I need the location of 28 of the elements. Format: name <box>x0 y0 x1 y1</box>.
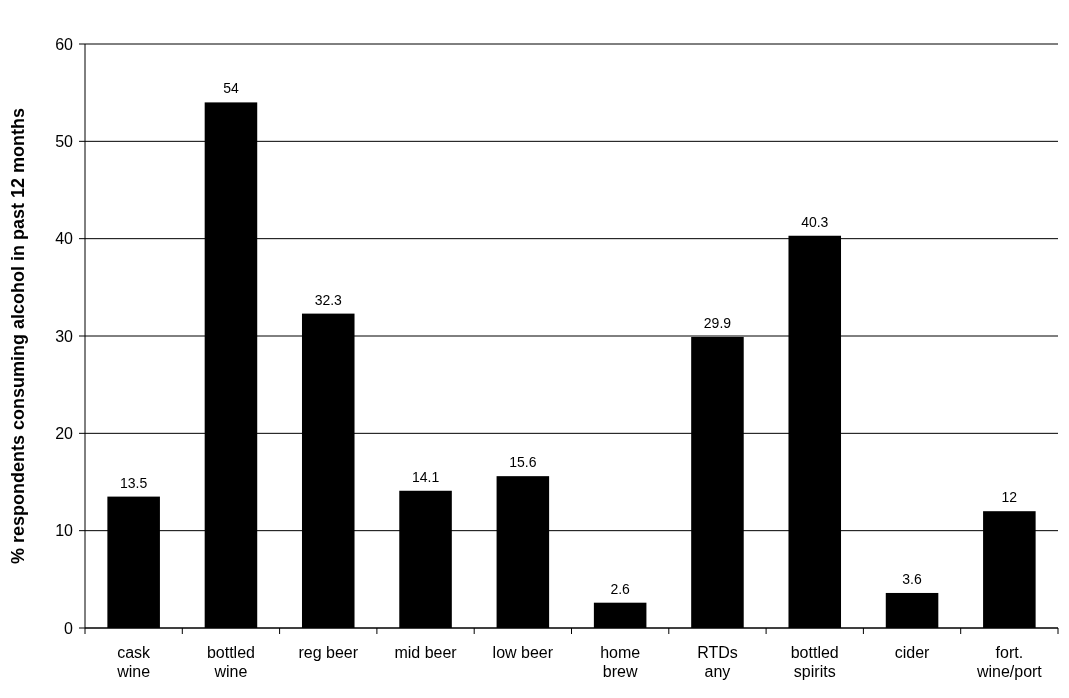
y-tick-label: 10 <box>55 522 74 540</box>
data-label: 29.9 <box>703 314 732 331</box>
x-tick-label: fort. wine/port <box>975 644 1043 680</box>
data-label: 13.5 <box>120 474 148 491</box>
data-label: 12 <box>1001 489 1018 506</box>
x-tick-label: mid beer <box>394 644 458 661</box>
data-label: 2.6 <box>610 580 631 597</box>
data-label: 3.6 <box>902 570 922 587</box>
x-tick-label: cask wine <box>116 644 152 680</box>
y-tick-label: 50 <box>55 132 74 150</box>
x-tick-label: bottled wine <box>206 644 255 680</box>
data-label: 15.6 <box>509 454 537 471</box>
y-tick-label: 20 <box>55 424 74 442</box>
data-label: 54 <box>223 80 239 97</box>
y-tick-label: 40 <box>55 230 74 248</box>
data-label: 14.1 <box>411 468 440 485</box>
x-tick-label: home brew <box>600 644 641 680</box>
y-tick-label: 60 <box>55 35 74 53</box>
data-label: 32.3 <box>314 291 343 308</box>
x-tick-label: RTDs any <box>697 644 738 680</box>
y-tick-label: 30 <box>55 327 74 345</box>
data-label: 40.3 <box>801 213 829 230</box>
y-tick-label: 0 <box>64 619 74 637</box>
x-tick-label: low beer <box>492 644 554 661</box>
x-tick-label: reg beer <box>298 644 359 661</box>
y-axis-title: % respondents consuming alcohol in past 12 months <box>8 107 28 565</box>
x-tick-label: bottled spirits <box>790 644 839 680</box>
x-tick-label: cider <box>894 644 931 661</box>
